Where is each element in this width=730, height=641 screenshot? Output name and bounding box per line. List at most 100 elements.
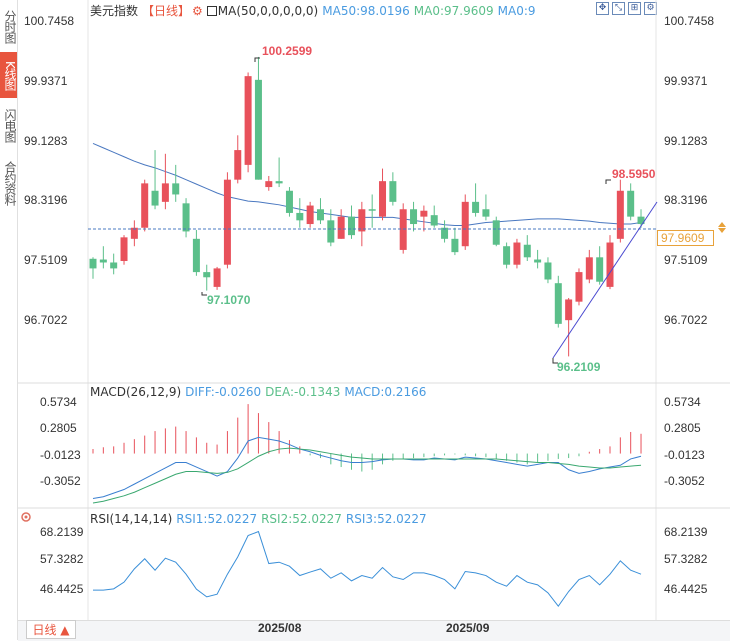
candle-body — [316, 209, 324, 221]
price-axis-right-0: 100.7458 — [664, 14, 715, 28]
candle — [130, 220, 138, 247]
candle — [399, 203, 407, 254]
price-axis-left-2: 99.1283 — [24, 134, 68, 148]
price-axis-left-1: 99.9371 — [24, 74, 68, 88]
candle-body — [130, 227, 138, 239]
candle — [296, 198, 304, 228]
candle — [348, 205, 355, 239]
candle-body — [244, 76, 252, 165]
candle-body — [337, 216, 345, 239]
candle — [596, 246, 604, 285]
candle — [441, 220, 449, 243]
tab-flash-chart[interactable]: 闪电图 — [3, 108, 17, 142]
candle-body — [389, 181, 397, 202]
candle — [275, 157, 283, 188]
candle-body — [203, 272, 211, 278]
macd-dea: DEA:-0.1343 — [265, 385, 341, 399]
price-axis-right-5: 96.7022 — [664, 313, 708, 327]
macd-axis-right-1: 0.2805 — [664, 421, 701, 435]
rsi-axis-left-2: 46.4425 — [40, 582, 84, 596]
price-axis-right-4: 97.5109 — [664, 253, 708, 267]
candle — [627, 183, 635, 221]
price-axis-left-3: 98.3196 — [24, 193, 68, 207]
candle-body — [482, 209, 490, 217]
macd-axis-left-2: -0.0123 — [40, 448, 81, 462]
candle — [213, 266, 221, 290]
candle-body — [172, 183, 180, 195]
low-left-marker — [201, 292, 207, 296]
candle — [141, 179, 149, 232]
candle — [203, 264, 211, 291]
arrow-up-icon[interactable] — [718, 222, 726, 227]
ma-toggle-icon[interactable] — [206, 6, 217, 16]
high-marker — [254, 57, 260, 62]
candle-body — [141, 183, 149, 228]
candle-body — [223, 179, 231, 265]
price-axis-left-5: 96.7022 — [24, 313, 68, 327]
tab-time-sharing[interactable]: 分时图 — [3, 9, 17, 43]
ma50-line — [92, 142, 642, 227]
candle — [410, 201, 418, 232]
macd-axis-right-3: -0.3052 — [664, 474, 705, 488]
price-axis-right-3: 98.3196 — [664, 193, 708, 207]
candle — [503, 242, 511, 269]
bottom-bar — [18, 620, 730, 641]
macd-value: MACD:0.2166 — [344, 385, 427, 399]
candle-body — [534, 259, 542, 263]
candle-body — [213, 268, 221, 287]
candle-body — [523, 244, 531, 258]
candle — [451, 227, 459, 256]
current-price-tag: 97.9609 — [657, 230, 714, 246]
candle-body — [544, 262, 552, 280]
candle — [337, 209, 345, 239]
candle — [482, 194, 490, 221]
macd-layer — [92, 404, 642, 504]
chart-toolbar: ✥ ⤡ ⊞ ⚙ — [596, 2, 657, 15]
candle — [358, 201, 366, 247]
candle-body — [296, 212, 304, 221]
candle — [379, 168, 387, 221]
date-label-aug: 2025/08 — [258, 621, 302, 635]
macd-diff-line — [92, 436, 642, 500]
candle-body — [379, 181, 387, 217]
rsi-axis-right-2: 46.4425 — [664, 582, 708, 596]
candle-body — [368, 209, 376, 211]
macd-header: MACD(26,12,9) DIFF:-0.0260 DEA:-0.1343 MACD… — [90, 385, 430, 401]
shrink-icon[interactable]: ⤡ — [612, 2, 625, 15]
rsi-axis-right-1: 57.3282 — [664, 552, 708, 566]
trend-line — [552, 201, 658, 359]
chart-canvas[interactable] — [0, 0, 730, 620]
candle-body — [451, 238, 459, 253]
candle-body — [161, 183, 169, 202]
candle — [192, 229, 200, 276]
annotation-high: 100.2599 — [262, 44, 313, 58]
arrow-down-icon[interactable] — [718, 228, 726, 233]
candle — [285, 187, 293, 217]
rsi-gear-icon — [21, 512, 31, 522]
expand-icon[interactable]: ✥ — [596, 2, 609, 15]
candle — [161, 153, 169, 210]
macd-diff: DIFF:-0.0260 — [185, 385, 262, 399]
candle-body — [192, 238, 200, 273]
candle — [492, 216, 500, 247]
rsi-axis-right-0: 68.2139 — [664, 525, 708, 539]
candle-body — [327, 220, 335, 243]
rsi-title: RSI(14,14,14) — [90, 512, 173, 526]
candle — [585, 249, 593, 284]
grid-icon[interactable]: ⊞ — [628, 2, 641, 15]
candle — [265, 175, 273, 191]
candle — [616, 179, 624, 243]
tab-contract-info[interactable]: 合约资料 — [3, 161, 17, 205]
sidebar: 分时图 K线图 闪电图 合约资料 — [0, 0, 18, 640]
price-axis-left-4: 97.5109 — [24, 253, 68, 267]
candle — [182, 198, 190, 238]
candle-body — [420, 210, 428, 217]
candle-body — [503, 246, 511, 265]
tab-kline[interactable]: K线图 — [0, 52, 17, 98]
candle — [254, 56, 262, 180]
candle-body — [472, 201, 480, 213]
period-selector[interactable]: 【日线】 — [142, 4, 191, 18]
gear-icon[interactable]: ⚙ — [192, 4, 203, 18]
candle-body — [182, 203, 190, 232]
timeframe-button[interactable]: 日线 ▲ — [26, 620, 76, 639]
